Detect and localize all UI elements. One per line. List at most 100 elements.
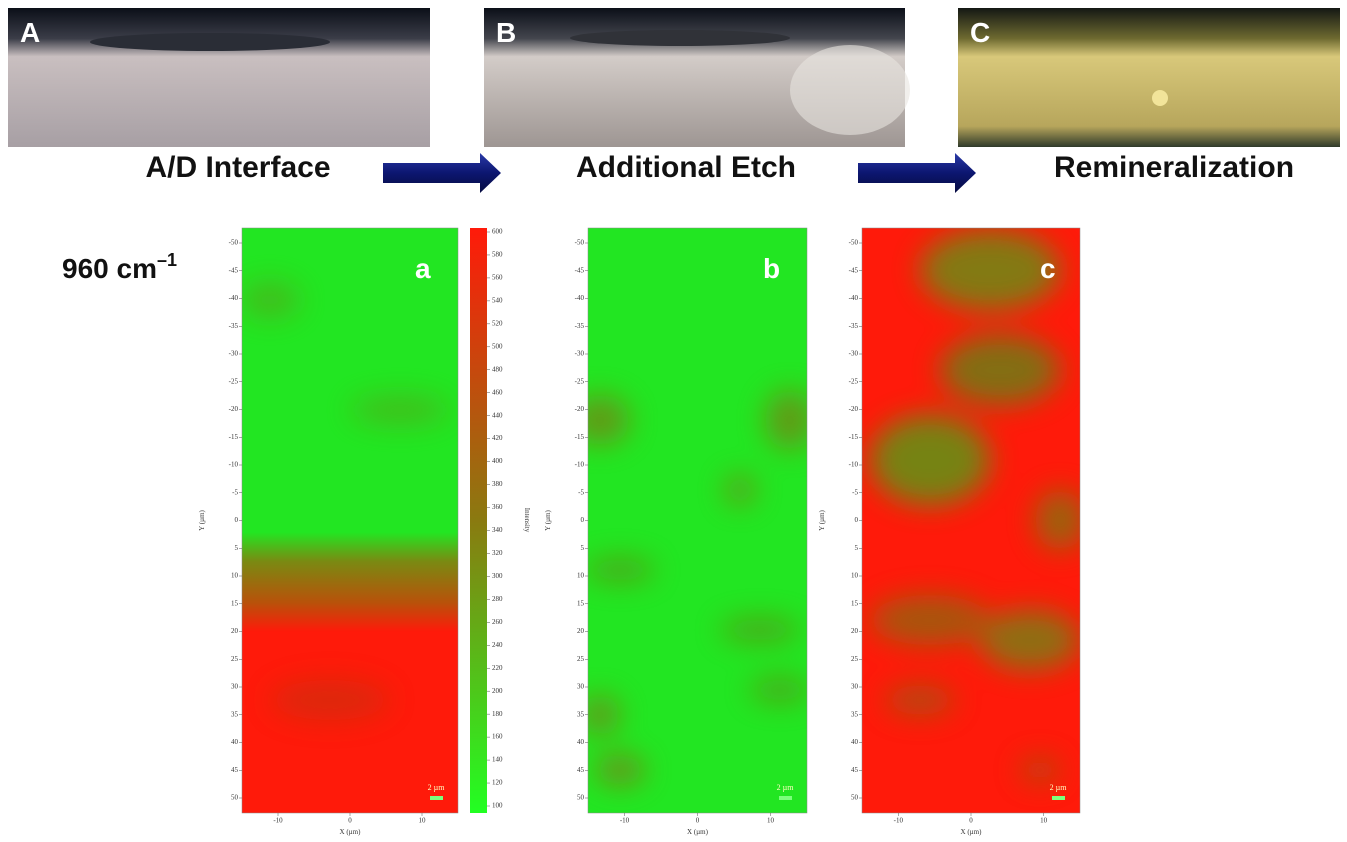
y-tick-label: 50 — [577, 794, 585, 802]
x-axis-title: X (µm) — [687, 828, 709, 836]
y-tick-label: 5 — [235, 544, 239, 552]
y-tick-label: 20 — [577, 627, 585, 635]
y-axis-title: Y (µm) — [818, 509, 826, 530]
y-tick-label: 10 — [851, 572, 859, 580]
y-tick-label: 35 — [851, 710, 859, 718]
colorbar-tick-label: 340 — [492, 526, 503, 534]
y-tick-label: 0 — [581, 516, 585, 524]
colorbar-tick-label: 260 — [492, 618, 503, 626]
y-tick-label: 30 — [851, 683, 859, 691]
y-tick-label: 25 — [851, 655, 859, 663]
y-tick-label: -15 — [575, 433, 585, 441]
colorbar-tick-label: 520 — [492, 319, 503, 327]
y-tick-label: 45 — [577, 766, 585, 774]
colorbar-tick-label: 460 — [492, 388, 503, 396]
y-tick-label: -25 — [575, 377, 585, 385]
y-tick-label: -45 — [229, 266, 239, 274]
caption: Remineralization — [1054, 151, 1294, 184]
y-tick-label: -5 — [852, 488, 858, 496]
y-tick-label: -30 — [575, 350, 585, 358]
colorbar-tick-label: 580 — [492, 251, 503, 259]
y-tick-label: 0 — [855, 516, 859, 524]
photo-detail — [90, 33, 330, 51]
x-tick-label: 10 — [1040, 817, 1048, 825]
photo — [958, 8, 1340, 147]
y-tick-label: -25 — [849, 377, 859, 385]
y-tick-label: -25 — [229, 377, 239, 385]
heatmap — [240, 228, 458, 813]
y-tick-label: -10 — [229, 461, 239, 469]
y-tick-label: 40 — [851, 738, 859, 746]
y-tick-label: -15 — [229, 433, 239, 441]
arrow — [383, 153, 501, 193]
y-tick-label: 40 — [577, 738, 585, 746]
y-tick-label: -30 — [849, 350, 859, 358]
y-tick-label: -20 — [229, 405, 239, 413]
colorbar-tick-label: 560 — [492, 274, 503, 282]
caption: A/D Interface — [145, 151, 330, 184]
y-tick-label: -15 — [849, 433, 859, 441]
y-tick-label: -50 — [849, 239, 859, 247]
map-label: a — [415, 253, 431, 284]
photo — [8, 8, 430, 147]
y-tick-label: 40 — [231, 738, 239, 746]
y-tick-label: 50 — [851, 794, 859, 802]
photo-detail — [570, 30, 790, 46]
y-tick-label: -20 — [575, 405, 585, 413]
y-tick-label: 15 — [851, 599, 859, 607]
colorbar-tick-label: 400 — [492, 457, 503, 465]
y-tick-label: -20 — [849, 405, 859, 413]
scale-bar — [430, 796, 443, 800]
x-tick-label: 10 — [419, 817, 427, 825]
photo-detail — [790, 45, 910, 135]
colorbar-tick-label: 480 — [492, 365, 503, 373]
heatmap — [862, 228, 1085, 813]
y-tick-label: 0 — [235, 516, 239, 524]
y-tick-label: -5 — [232, 488, 238, 496]
arrow — [858, 153, 976, 193]
y-axis-title: Y (µm) — [198, 509, 206, 530]
colorbar-tick-label: 500 — [492, 342, 503, 350]
scale-bar-label: 2 µm — [1050, 783, 1068, 792]
scale-bar-label: 2 µm — [428, 783, 446, 792]
band-label-superscript: –1 — [157, 250, 177, 270]
colorbar-tick-label: 240 — [492, 641, 503, 649]
y-tick-label: -40 — [575, 294, 585, 302]
colorbar-tick-label: 540 — [492, 296, 503, 304]
colorbar-tick-label: 440 — [492, 411, 503, 419]
x-tick-label: -10 — [894, 817, 904, 825]
colorbar-tick-label: 360 — [492, 503, 503, 511]
scale-bar-label: 2 µm — [777, 783, 795, 792]
x-tick-label: 10 — [767, 817, 775, 825]
colorbar — [470, 228, 487, 813]
y-tick-label: -10 — [575, 461, 585, 469]
photo-detail — [1152, 90, 1168, 106]
x-tick-label: -10 — [620, 817, 630, 825]
x-tick-label: 0 — [969, 817, 973, 825]
y-tick-label: 30 — [231, 683, 239, 691]
colorbar-tick-label: 140 — [492, 756, 503, 764]
y-tick-label: 15 — [231, 599, 239, 607]
y-tick-label: 25 — [231, 655, 239, 663]
scale-bar — [1052, 796, 1065, 800]
photo-letter: A — [20, 17, 40, 48]
colorbar-tick-label: 160 — [492, 733, 503, 741]
colorbar-tick-label: 220 — [492, 664, 503, 672]
colorbar-tick-label: 420 — [492, 434, 503, 442]
y-tick-label: 20 — [851, 627, 859, 635]
colorbar-tick-label: 200 — [492, 687, 503, 695]
band-label: 960 cm–1 — [62, 250, 177, 284]
x-axis-title: X (µm) — [340, 828, 362, 836]
x-tick-label: -10 — [273, 817, 283, 825]
y-tick-label: 45 — [851, 766, 859, 774]
x-axis-title: X (µm) — [961, 828, 983, 836]
y-tick-label: -35 — [575, 322, 585, 330]
map-label: b — [763, 253, 780, 284]
colorbar-tick-label: 100 — [492, 802, 503, 810]
y-tick-label: -50 — [575, 239, 585, 247]
y-tick-label: -45 — [575, 266, 585, 274]
y-tick-label: 50 — [231, 794, 239, 802]
y-tick-label: -10 — [849, 461, 859, 469]
band-label-text: 960 cm — [62, 253, 157, 284]
heatmap — [570, 228, 815, 813]
